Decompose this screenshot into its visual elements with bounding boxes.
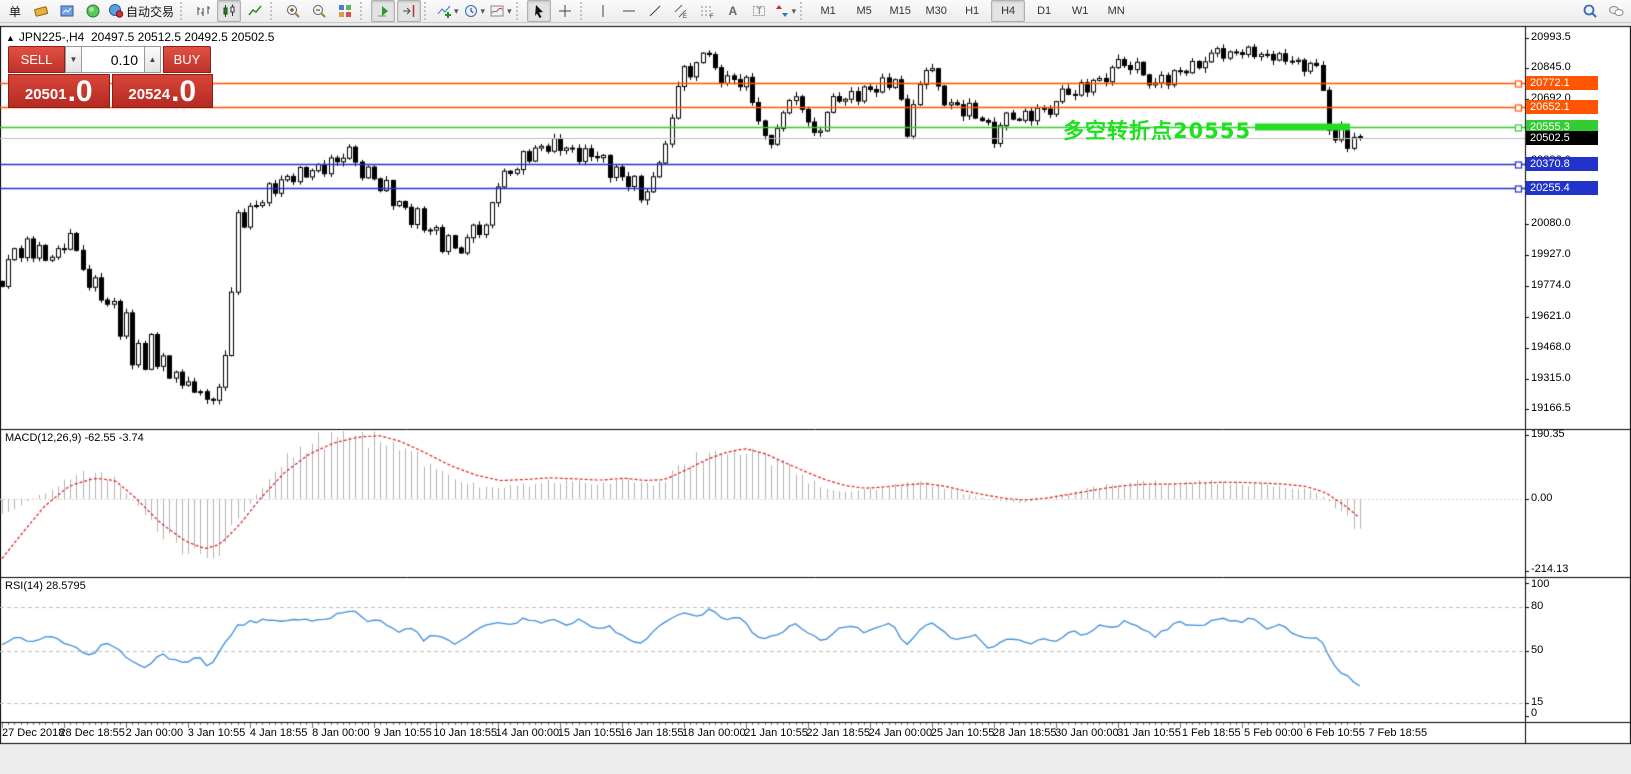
main-toolbar: 单 自动交易 ▾ ▾ ▾ E F A T ▾ M1 M5 M15 M30 H1 H4 D1 W1 MN xyxy=(0,0,1631,23)
order-icon[interactable] xyxy=(29,0,53,22)
timeframe-button-h4[interactable]: H4 xyxy=(991,0,1026,22)
dropdown-caret-icon: ▾ xyxy=(480,5,486,16)
timeframe-button-m30[interactable]: M30 xyxy=(925,5,947,17)
toolbar-separator xyxy=(270,2,278,20)
timeframe-button-h1[interactable]: H1 xyxy=(965,5,980,17)
line-chart-button[interactable] xyxy=(243,0,267,22)
horizontal-line-button[interactable] xyxy=(617,0,641,22)
buy-button[interactable]: BUY xyxy=(163,46,211,73)
volume-input[interactable] xyxy=(82,46,144,73)
candlestick-button[interactable] xyxy=(217,0,242,22)
timeframe-button-m15[interactable]: M15 xyxy=(889,5,911,17)
search-button[interactable] xyxy=(1578,0,1602,22)
chart-shift-button[interactable] xyxy=(397,0,422,22)
timeframe-button-m1[interactable]: M1 xyxy=(820,5,836,17)
one-click-trading-panel: SELL ▼ ▲ BUY 20501 .0 20524 .0 xyxy=(8,46,213,108)
indicators-button[interactable]: ▾ xyxy=(435,0,460,22)
volume-down-button[interactable]: ▼ xyxy=(65,46,82,73)
equidistant-channel-button[interactable]: E xyxy=(669,0,693,22)
sell-price-panel[interactable]: 20501 .0 xyxy=(8,74,110,108)
sell-price-decimal: .0 xyxy=(67,75,93,108)
timeframe-button-w1[interactable]: W1 xyxy=(1071,5,1089,17)
text-button[interactable]: A xyxy=(721,0,745,22)
buy-price-main: 20524 xyxy=(128,86,171,103)
dropdown-caret-icon: ▾ xyxy=(454,5,459,16)
cursor-button[interactable] xyxy=(526,0,551,22)
toolbar-separator xyxy=(515,2,524,20)
chat-button[interactable] xyxy=(1604,0,1628,22)
periods-button[interactable]: ▾ xyxy=(462,0,487,22)
trendline-button[interactable] xyxy=(643,0,667,22)
toolbar-separator xyxy=(180,2,188,20)
market-watch-icon[interactable] xyxy=(55,0,79,22)
timeframe-button-d1[interactable]: D1 xyxy=(1037,5,1052,17)
sell-button[interactable]: SELL xyxy=(8,46,65,73)
tile-windows-button[interactable] xyxy=(333,0,357,22)
toolbar-separator xyxy=(800,2,808,20)
bar-chart-button[interactable] xyxy=(191,0,215,22)
zoom-in-button[interactable] xyxy=(281,0,305,22)
autotrading-button[interactable]: 自动交易 xyxy=(107,0,177,22)
fibonacci-button[interactable]: F xyxy=(695,0,719,22)
auto-scroll-button[interactable] xyxy=(371,0,396,22)
volume-up-button[interactable]: ▲ xyxy=(144,46,161,73)
dropdown-caret-icon: ▾ xyxy=(791,5,797,16)
toolbar-separator xyxy=(360,2,368,20)
sell-price-main: 20501 xyxy=(24,86,67,103)
data-window-icon[interactable] xyxy=(81,0,105,22)
vertical-line-button[interactable] xyxy=(591,0,615,22)
arrows-button[interactable]: ▾ xyxy=(773,0,798,22)
svg-text:E: E xyxy=(683,14,687,19)
timeframe-button-m5[interactable]: M5 xyxy=(856,5,872,17)
new-order-label: 单 xyxy=(8,4,21,19)
buy-price-decimal: .0 xyxy=(171,75,197,108)
dropdown-caret-icon: ▾ xyxy=(507,5,512,16)
zoom-out-button[interactable] xyxy=(307,0,331,22)
templates-button[interactable]: ▾ xyxy=(488,0,513,22)
crosshair-button[interactable] xyxy=(553,0,577,22)
timeframe-button-mn[interactable]: MN xyxy=(1107,5,1125,17)
buy-price-panel[interactable]: 20524 .0 xyxy=(111,74,213,108)
text-label-button[interactable]: T xyxy=(747,0,771,22)
toolbar-separator xyxy=(579,2,588,20)
toolbar-separator xyxy=(424,2,432,20)
svg-text:T: T xyxy=(756,6,762,16)
svg-text:F: F xyxy=(710,14,714,19)
svg-text:A: A xyxy=(728,4,737,18)
